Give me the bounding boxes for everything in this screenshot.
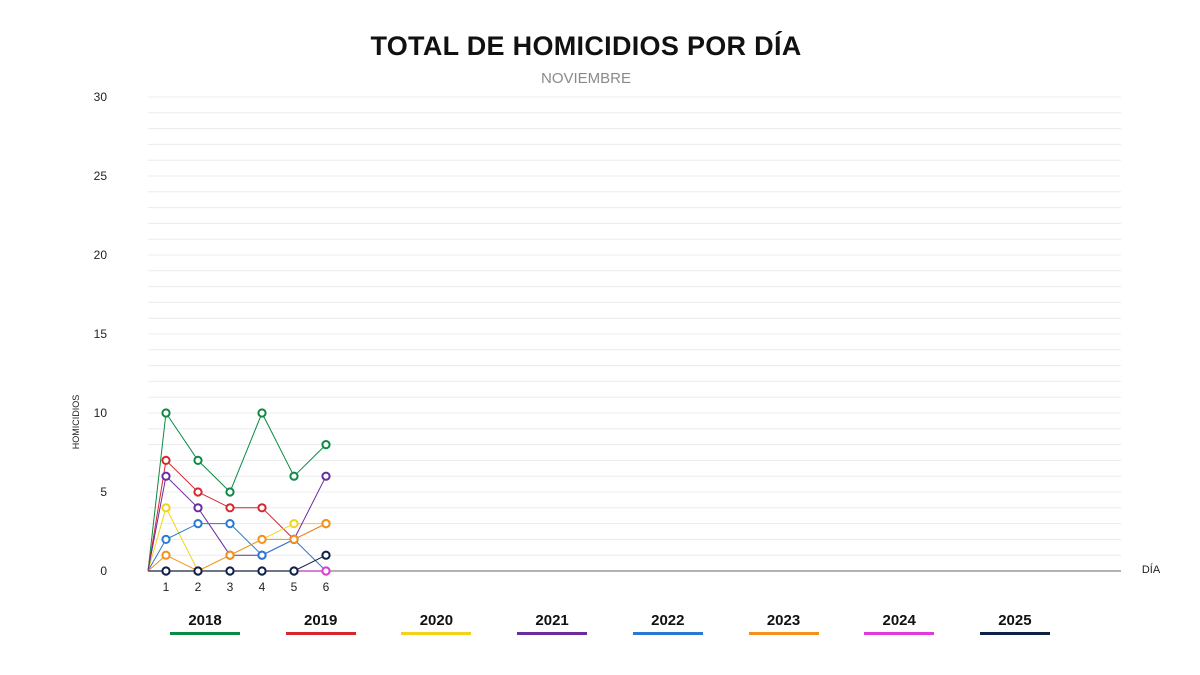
data-point-2022 — [161, 534, 171, 545]
series-line-2025 — [148, 554, 327, 572]
legend-swatch — [864, 632, 935, 635]
data-point-2019 — [193, 487, 203, 497]
data-point-2023 — [225, 550, 235, 560]
x-tick-label: 2 — [195, 580, 202, 594]
chart-subtitle: NOVIEMBRE — [540, 70, 631, 87]
data-point-2025 — [193, 566, 203, 576]
legend-label: 2020 — [419, 612, 454, 629]
y-tick-label: 25 — [94, 169, 108, 183]
data-point-2019 — [225, 503, 235, 513]
y-tick-label: 20 — [94, 248, 108, 262]
data-point-2022 — [193, 519, 203, 529]
data-point-2018 — [193, 455, 203, 465]
grid-lines — [148, 96, 1121, 556]
legend-swatch — [401, 632, 472, 635]
series-line-2022 — [147, 523, 327, 572]
data-point-2025 — [257, 566, 267, 576]
data-point-2018 — [321, 440, 331, 450]
data-point-2022 — [257, 550, 267, 560]
y-axis-label: HOMICIDIOS — [71, 395, 81, 450]
legend-swatch — [632, 632, 703, 635]
data-point-2023 — [289, 534, 299, 545]
data-point-2024 — [321, 566, 331, 576]
data-points — [161, 408, 331, 576]
legend-swatch — [517, 632, 588, 635]
legend-item-2023: 2023 — [748, 612, 819, 635]
data-point-2018 — [161, 408, 171, 418]
legend-item-2019: 2019 — [285, 612, 356, 635]
x-tick-label: 5 — [291, 580, 298, 594]
legend-swatch — [979, 632, 1050, 635]
data-point-2025 — [321, 550, 331, 560]
data-point-2018 — [257, 408, 267, 418]
legend-item-2021: 2021 — [517, 612, 588, 635]
data-point-2018 — [289, 471, 299, 481]
legend-item-2024: 2024 — [864, 612, 935, 635]
series-line-2019 — [147, 459, 327, 572]
data-point-2025 — [225, 566, 235, 576]
y-tick-label: 0 — [100, 564, 107, 578]
data-point-2025 — [161, 566, 171, 576]
axes: 0 5 10 15 20 25 30 1 2 3 4 5 6 DÍA HOMICIDIOS — [71, 90, 1161, 594]
line-chart: 0 5 10 15 20 25 30 1 2 3 4 5 6 DÍA HOMICIDIOS — [71, 90, 1161, 594]
data-point-2019 — [257, 503, 267, 513]
y-tick-label: 30 — [94, 90, 108, 104]
y-tick-label: 15 — [94, 327, 108, 341]
data-point-2021 — [161, 471, 171, 481]
data-point-2021 — [193, 503, 203, 513]
data-point-2025 — [289, 566, 299, 576]
legend-label: 2022 — [651, 612, 685, 629]
data-point-2023 — [257, 534, 267, 545]
legend-item-2025: 2025 — [979, 612, 1050, 635]
legend-label: 2018 — [188, 612, 222, 629]
y-tick-label: 5 — [100, 485, 107, 499]
data-point-2023 — [161, 550, 171, 560]
data-point-2018 — [225, 487, 235, 497]
y-tick-label: 10 — [94, 406, 108, 420]
legend-item-2020: 2020 — [401, 612, 472, 635]
x-axis-label: DÍA — [1142, 563, 1161, 576]
data-point-2019 — [161, 455, 171, 465]
x-tick-label: 4 — [259, 580, 266, 594]
legend-swatch — [285, 632, 356, 635]
data-point-2021 — [321, 471, 331, 481]
data-point-2023 — [321, 519, 331, 529]
data-point-2020 — [161, 503, 171, 513]
x-tick-label: 3 — [227, 580, 234, 594]
legend-item-2022: 2022 — [632, 612, 703, 635]
data-point-2022 — [225, 519, 235, 529]
legend-label: 2024 — [882, 612, 916, 629]
legend-label: 2021 — [535, 612, 569, 629]
x-tick-label: 1 — [163, 580, 170, 594]
legend-label: 2023 — [766, 612, 801, 629]
legend-swatch — [748, 632, 819, 635]
x-tick-label: 6 — [323, 580, 330, 594]
legend-swatch — [170, 632, 240, 635]
legend-item-2018: 2018 — [170, 612, 240, 635]
data-point-2020 — [289, 519, 299, 529]
chart-title: TOTAL DE HOMICIDIOS POR DÍA — [370, 31, 802, 61]
legend-label: 2019 — [304, 612, 338, 629]
legend-label: 2025 — [998, 612, 1032, 629]
